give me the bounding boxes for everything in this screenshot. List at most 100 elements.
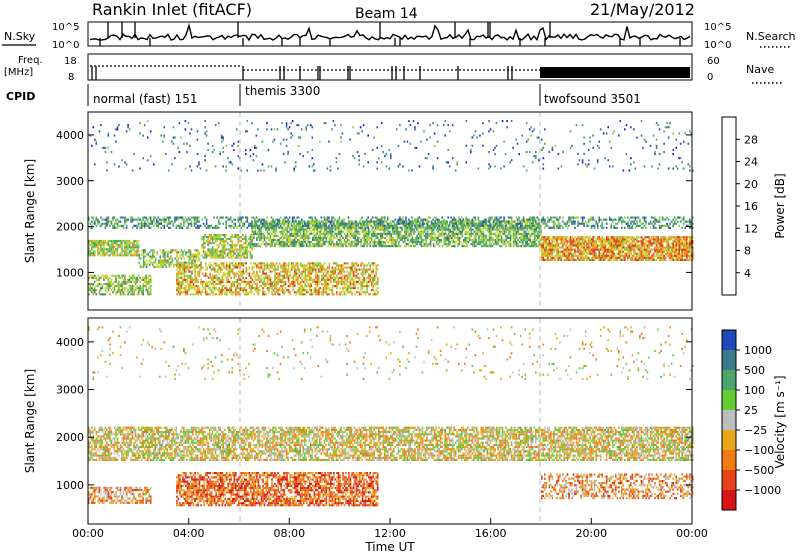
data-cell (176, 280, 178, 283)
data-cell (393, 232, 396, 235)
data-cell (148, 263, 151, 266)
data-cell (272, 236, 275, 239)
data-cell (162, 249, 165, 252)
data-cell (592, 242, 594, 245)
data-cell (379, 220, 381, 223)
data-cell (148, 283, 150, 286)
data-cell (125, 220, 128, 223)
data-cell (293, 232, 296, 235)
data-cell (231, 242, 233, 245)
noise-panel-frame (87, 21, 693, 47)
data-cell (88, 248, 90, 251)
data-cell (287, 234, 290, 237)
data-cell (98, 291, 101, 294)
data-cell (156, 265, 159, 268)
data-cell (304, 228, 306, 231)
data-cell (176, 265, 178, 268)
data-cell (599, 246, 602, 249)
data-cell (454, 222, 457, 225)
data-cell (581, 256, 584, 259)
data-cell (191, 255, 193, 258)
data-cell (89, 252, 92, 255)
data-cell (316, 224, 318, 227)
data-cell (517, 239, 519, 242)
data-cell (476, 243, 479, 246)
data-cell (225, 233, 227, 236)
data-cell (538, 232, 541, 235)
data-cell (156, 220, 158, 223)
data-cell (271, 228, 273, 231)
data-cell (519, 226, 522, 229)
data-cell (574, 236, 576, 239)
data-cell (309, 232, 311, 235)
data-cell (607, 240, 609, 243)
data-cell (538, 234, 541, 237)
data-cell (458, 236, 461, 239)
data-cell (113, 222, 116, 225)
data-cell (408, 220, 411, 223)
data-cell (283, 236, 285, 239)
data-cell (321, 226, 323, 229)
data-cell (331, 241, 334, 244)
data-cell (349, 224, 351, 227)
data-cell (272, 230, 275, 233)
data-cell (540, 228, 542, 231)
data-cell (411, 243, 414, 246)
data-cell (604, 258, 606, 261)
data-cell (458, 241, 461, 244)
data-cell (548, 218, 551, 221)
data-cell (103, 218, 105, 221)
data-cell (432, 236, 435, 239)
data-cell (390, 232, 393, 235)
data-cell (489, 218, 492, 221)
data-cell (363, 230, 365, 233)
data-cell (150, 255, 152, 258)
data-cell (670, 246, 673, 249)
data-cell (257, 218, 259, 221)
data-cell (142, 257, 145, 260)
data-cell (376, 226, 379, 229)
data-cell (92, 246, 95, 249)
data-cell (565, 246, 567, 249)
data-cell (509, 216, 511, 219)
data-cell (622, 256, 625, 259)
data-cell (366, 222, 368, 225)
data-cell (225, 220, 227, 223)
data-cell (289, 236, 291, 239)
data-cell (239, 216, 241, 219)
data-cell (471, 222, 474, 225)
data-cell (106, 244, 108, 247)
data-cell (437, 220, 439, 223)
data-cell (163, 216, 166, 219)
data-cell (287, 230, 290, 233)
data-cell (191, 265, 193, 268)
data-cell (460, 236, 462, 239)
data-cell (586, 242, 588, 245)
data-cell (299, 241, 302, 244)
data-cell (130, 254, 132, 257)
data-cell (110, 220, 113, 223)
data-cell (112, 244, 114, 247)
data-cell (263, 222, 265, 225)
data-cell (550, 254, 552, 257)
data-cell (109, 276, 111, 279)
data-cell (139, 218, 141, 221)
data-cell (91, 252, 93, 255)
data-cell (100, 216, 102, 219)
data-cell (651, 236, 653, 239)
data-cell (255, 222, 258, 225)
data-cell (586, 252, 588, 255)
data-cell (560, 240, 563, 243)
data-cell (678, 244, 680, 247)
data-cell (461, 234, 464, 237)
data-cell (485, 245, 488, 248)
data-cell (608, 216, 611, 219)
data-cell (676, 256, 679, 259)
data-cell (180, 283, 183, 286)
data-cell (530, 226, 532, 229)
data-cell (146, 293, 149, 296)
data-cell (520, 232, 522, 235)
data-cell (157, 220, 160, 223)
data-cell (562, 216, 564, 219)
data-cell (234, 246, 237, 249)
